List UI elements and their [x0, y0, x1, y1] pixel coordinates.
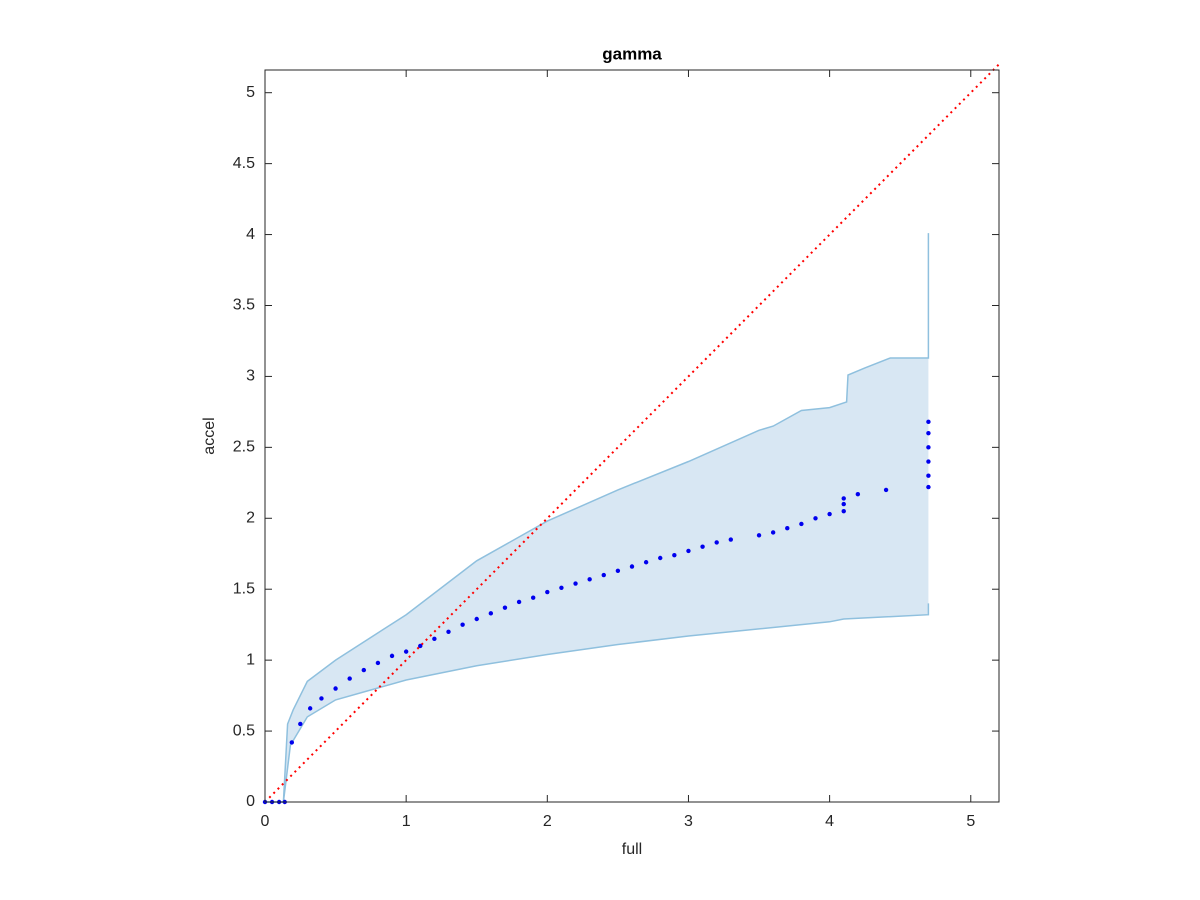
data-point [289, 740, 295, 745]
x-tick-label: 0 [261, 813, 270, 830]
data-point [926, 430, 931, 436]
data-point [319, 696, 324, 701]
data-point [841, 508, 846, 514]
data-point [643, 560, 649, 565]
x-tick-label: 5 [966, 813, 975, 830]
data-point [333, 686, 338, 691]
data-point [827, 511, 832, 517]
data-point [714, 540, 719, 545]
data-point [418, 643, 423, 649]
data-point [298, 721, 303, 727]
data-point [389, 653, 395, 659]
data-point [813, 516, 818, 521]
data-point [926, 419, 931, 425]
data-point [559, 585, 564, 590]
data-point [460, 622, 465, 627]
data-point [785, 526, 790, 531]
data-point [841, 496, 846, 501]
data-point [615, 568, 621, 573]
x-tick-label: 2 [543, 813, 552, 830]
data-point [658, 555, 663, 561]
band-upper-edge [265, 233, 930, 803]
y-tick-label: 2 [246, 509, 255, 526]
data-point [672, 552, 677, 558]
data-point [587, 577, 592, 582]
data-point [756, 533, 762, 538]
data-point [926, 484, 931, 490]
axes-box [264, 69, 1000, 803]
y-tick-label: 5 [246, 84, 255, 101]
y-axis-label: accel [201, 417, 218, 454]
data-point [403, 649, 409, 654]
data-point [474, 616, 479, 622]
y-tick-label: 0.5 [233, 722, 255, 739]
y-tick-label: 4.5 [233, 155, 255, 172]
chart-title: gamma [602, 44, 662, 63]
x-axis-label: full [622, 841, 642, 858]
data-point [573, 581, 578, 586]
band-lower-edge [265, 603, 930, 803]
data-point [446, 629, 451, 634]
data-point [770, 530, 776, 535]
x-tick-label: 4 [825, 813, 834, 830]
y-tick-label: 1.5 [233, 580, 255, 597]
x-tick-label: 1 [402, 813, 411, 830]
data-point [855, 491, 861, 497]
data-point [516, 599, 522, 605]
y-tick-label: 3.5 [233, 297, 255, 314]
data-point [841, 501, 846, 507]
data-point [926, 445, 931, 450]
x-tick-label: 3 [684, 813, 693, 830]
data-point [686, 548, 691, 554]
data-point [375, 660, 381, 666]
data-point [502, 605, 508, 610]
data-point [728, 537, 734, 542]
y-tick-label: 4 [246, 226, 255, 243]
data-point [432, 636, 437, 642]
data-point [799, 521, 804, 527]
data-point [926, 473, 931, 478]
data-point [488, 611, 494, 616]
data-point [700, 544, 705, 549]
data-point [545, 589, 550, 595]
data-point [530, 595, 536, 600]
data-point [629, 564, 635, 569]
data-point [307, 706, 313, 711]
y-tick-label: 3 [246, 368, 255, 385]
data-point [361, 667, 367, 673]
y-tick-label: 2.5 [233, 439, 255, 456]
data-point [601, 572, 606, 578]
y-tick-label: 0 [246, 793, 255, 810]
confidence-band [265, 233, 929, 803]
data-point [347, 676, 352, 681]
data-point [926, 459, 931, 464]
y-tick-label: 1 [246, 651, 255, 668]
data-point [883, 487, 889, 493]
